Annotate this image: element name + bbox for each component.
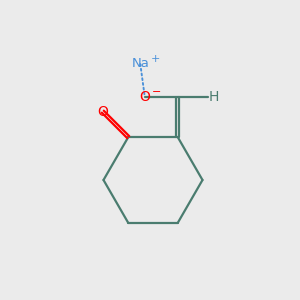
Text: +: + [151, 54, 160, 64]
Text: Na: Na [131, 57, 149, 70]
Text: O: O [98, 105, 108, 119]
Text: −: − [152, 87, 161, 97]
Text: O: O [139, 90, 150, 104]
Text: H: H [208, 90, 219, 104]
